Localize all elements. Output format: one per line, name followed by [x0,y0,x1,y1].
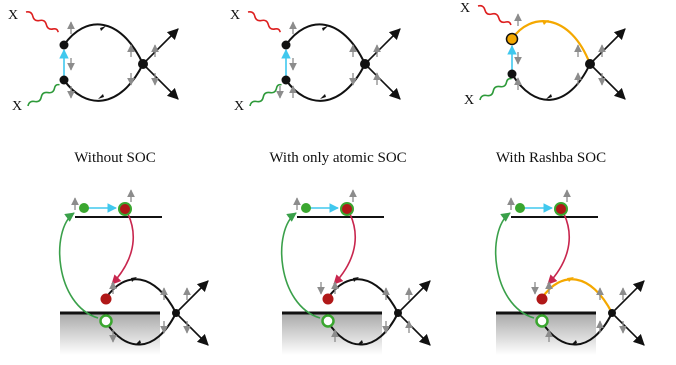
electron-dot-low [536,293,548,305]
vertex-upper-rashba [505,32,519,46]
electron-dot [515,203,525,213]
panel-bottom-without-soc [58,189,209,355]
loop-arrowhead [100,26,106,31]
relaxation-arc [333,213,357,285]
panel-bottom-atomic-soc [280,189,431,355]
spin-arrows [71,189,191,343]
photon-label-bottom: X [234,99,244,114]
photon-wave-bottom [479,77,512,101]
spin-arrows [276,21,381,99]
electron-dot-target [554,202,568,216]
vertex-scatter [138,59,148,69]
electron-dot [301,203,311,213]
electron-dot-target [340,202,354,216]
out-arrow-down [589,63,626,100]
photon-wave-top [477,4,512,26]
photon-label-bottom: X [12,99,22,114]
loop-arrowhead [322,26,328,31]
vertex-scatter [394,309,402,317]
out-arrow-up [364,28,401,65]
vertex-lower [507,69,517,79]
photon-label-bottom: X [464,93,474,108]
panel-top-without-soc: X X [8,8,179,114]
caption-without-soc: Without SOC [74,150,156,166]
loop-upper-rashba [541,278,613,314]
loop-arrowhead-rashba [542,20,549,25]
excitation-arc [58,212,99,319]
loop-arrowhead [546,94,552,99]
vertex-scatter [360,59,370,69]
out-arrow-up [611,280,645,314]
vertex-lower [281,75,291,85]
vertex-upper [59,40,69,50]
loop-arrowhead [571,340,577,345]
electron-dot-target [118,202,132,216]
spin-arrows [293,189,413,342]
vertex-upper [281,40,291,50]
loop-upper [63,23,144,65]
panel-bottom-rashba-soc [494,189,645,355]
loop-arrowhead [320,94,326,99]
vertex-lower [59,75,69,85]
loop-arrowhead [357,340,363,345]
photon-wave-bottom [249,83,282,107]
loop-upper [285,23,366,65]
photon-label-top: X [230,8,240,23]
excitation-arc [280,212,321,319]
relaxation-arc [111,213,135,285]
out-arrow-down [175,312,209,346]
photon-wave-top [25,10,60,33]
loop-upper [327,278,399,314]
photon-label-top: X [460,1,470,16]
photon-wave-top [247,10,282,33]
hole-circle [535,314,549,328]
photon-wave-bottom [27,83,60,107]
spin-arrows [507,189,627,342]
hole-circle [321,314,335,328]
panel-top-rashba-soc: X X [460,1,626,108]
out-arrow-up [397,280,431,314]
vertex-scatter [172,309,180,317]
out-arrow-up [142,28,179,65]
photon-label-top: X [8,8,18,23]
electron-dot [79,203,89,213]
loop-arrowhead [353,277,359,282]
loop-upper [105,278,177,314]
relaxation-arc [547,213,571,285]
out-arrow-down [397,312,431,346]
spin-arrows [67,21,159,99]
loop-arrowhead-rashba [567,277,574,282]
out-arrow-up [589,28,626,65]
loop-arrowhead [131,277,137,282]
loop-arrowhead [98,94,104,99]
panel-top-atomic-soc: X X [230,8,401,114]
hole-circle [99,314,113,328]
out-arrow-down [611,312,645,346]
electron-dot-low [100,293,112,305]
excitation-arc [494,212,535,319]
vertex-scatter [608,309,616,317]
spin-arrows [514,13,606,90]
electron-dot-low [322,293,334,305]
out-arrow-down [364,63,401,100]
loop-arrowhead [135,340,141,345]
loop-upper-rashba [511,20,592,65]
out-arrow-up [175,280,209,314]
out-arrow-down [142,63,179,100]
caption-atomic-soc: With only atomic SOC [269,150,406,166]
vertex-scatter [585,59,595,69]
caption-rashba-soc: With Rashba SOC [496,150,606,166]
